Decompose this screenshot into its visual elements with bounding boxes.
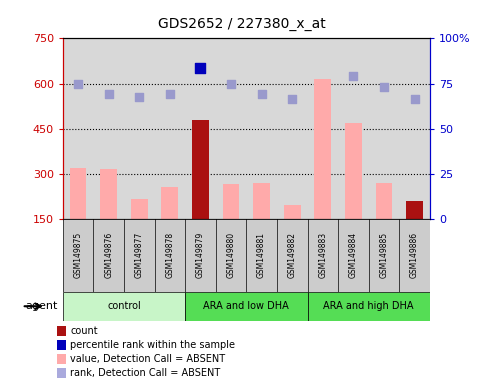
- Bar: [314, 79, 331, 219]
- Text: ARA and low DHA: ARA and low DHA: [203, 301, 289, 311]
- Point: [350, 73, 357, 79]
- Bar: [161, 187, 178, 219]
- Text: GSM149875: GSM149875: [73, 232, 83, 278]
- Text: count: count: [70, 326, 98, 336]
- Bar: [284, 205, 300, 219]
- Bar: [57, 326, 66, 336]
- Text: GSM149877: GSM149877: [135, 232, 144, 278]
- Point: [288, 96, 296, 102]
- Text: GSM149884: GSM149884: [349, 232, 358, 278]
- Bar: [70, 168, 86, 219]
- Bar: [376, 184, 392, 219]
- Text: GSM149880: GSM149880: [227, 232, 236, 278]
- Text: value, Detection Call = ABSENT: value, Detection Call = ABSENT: [70, 354, 225, 364]
- Bar: [223, 184, 240, 219]
- Point: [380, 83, 388, 89]
- Text: GSM149878: GSM149878: [165, 232, 174, 278]
- Bar: [345, 122, 362, 219]
- Point: [166, 91, 174, 97]
- Bar: [192, 120, 209, 219]
- Text: GSM149879: GSM149879: [196, 232, 205, 278]
- Bar: [308, 292, 430, 321]
- Point: [74, 81, 82, 87]
- Bar: [63, 219, 430, 292]
- Bar: [253, 184, 270, 219]
- Point: [105, 91, 113, 97]
- Text: ARA and high DHA: ARA and high DHA: [324, 301, 414, 311]
- Point: [227, 81, 235, 87]
- Text: GSM149882: GSM149882: [288, 232, 297, 278]
- Bar: [57, 354, 66, 364]
- Text: GDS2652 / 227380_x_at: GDS2652 / 227380_x_at: [157, 17, 326, 31]
- Text: percentile rank within the sample: percentile rank within the sample: [70, 340, 235, 350]
- Bar: [131, 199, 148, 219]
- Point: [135, 94, 143, 100]
- Text: rank, Detection Call = ABSENT: rank, Detection Call = ABSENT: [70, 368, 220, 378]
- Text: GSM149886: GSM149886: [410, 232, 419, 278]
- Text: GSM149876: GSM149876: [104, 232, 113, 278]
- Point: [411, 96, 418, 102]
- Text: control: control: [107, 301, 141, 311]
- Bar: [57, 340, 66, 350]
- Bar: [185, 292, 308, 321]
- Point: [197, 65, 204, 71]
- Bar: [63, 292, 185, 321]
- Text: GSM149885: GSM149885: [380, 232, 388, 278]
- Point: [258, 91, 266, 97]
- Bar: [100, 169, 117, 219]
- Text: GSM149883: GSM149883: [318, 232, 327, 278]
- Bar: [406, 201, 423, 219]
- Text: agent: agent: [26, 301, 58, 311]
- Text: GSM149881: GSM149881: [257, 232, 266, 278]
- Bar: [57, 367, 66, 377]
